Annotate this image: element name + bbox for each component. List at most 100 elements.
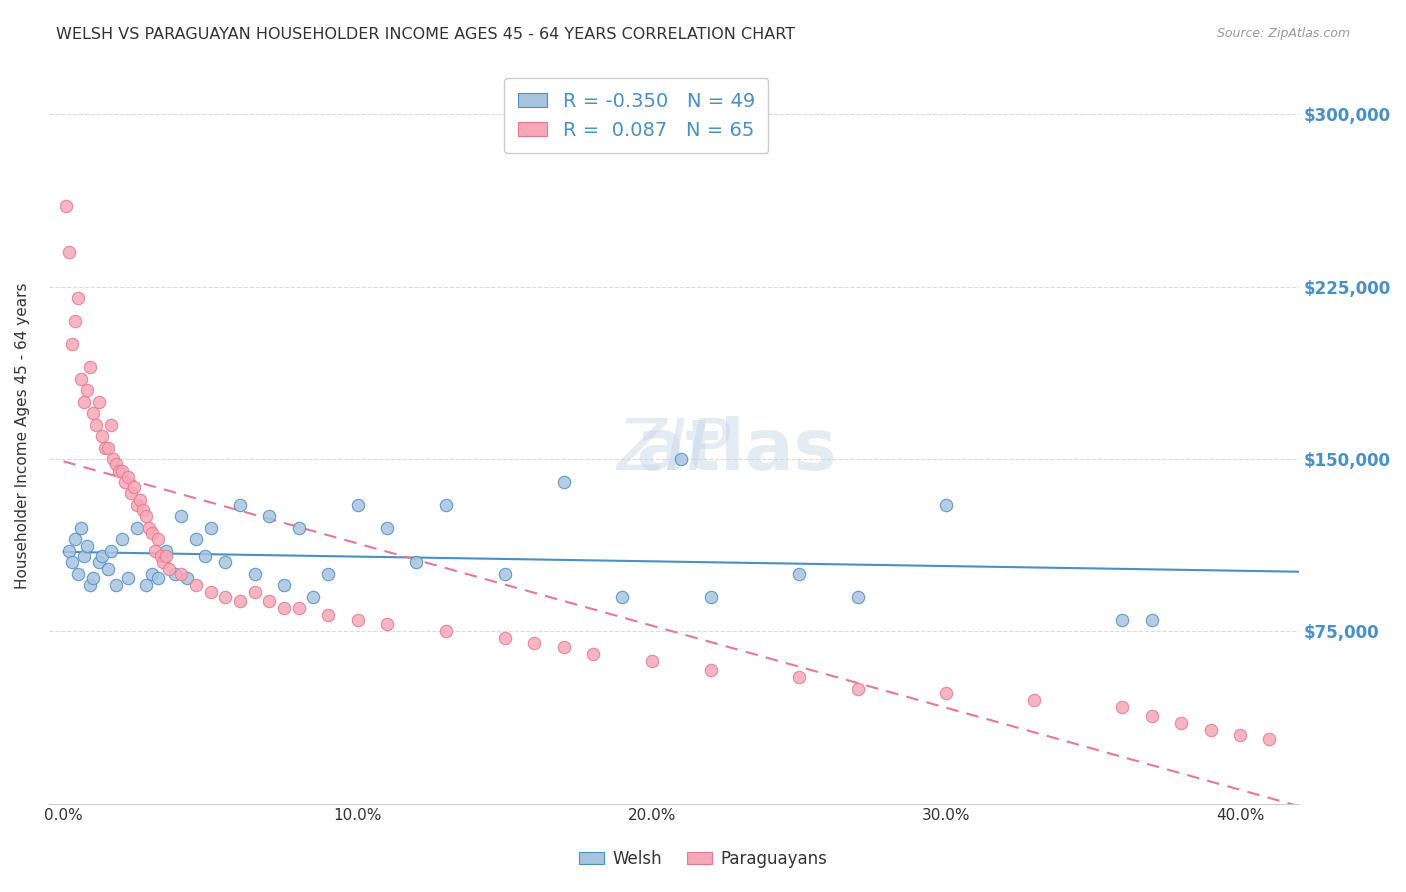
Point (105, 578, 128, 592)
Point (117, 470, 139, 484)
Point (1024, 693, 1046, 707)
Point (97, 441, 120, 455)
Point (846, 590, 869, 604)
Point (346, 613, 368, 627)
Text: Source: ZipAtlas.com: Source: ZipAtlas.com (1216, 27, 1350, 40)
Point (935, 498, 957, 512)
Point (176, 572, 198, 586)
Point (100, 417, 122, 432)
Legend: Welsh, Paraguayans: Welsh, Paraguayans (572, 844, 834, 875)
Point (273, 578, 295, 592)
Point (1199, 723, 1222, 738)
Point (787, 670, 810, 684)
Point (135, 509, 157, 524)
Point (1170, 716, 1192, 731)
Point (243, 566, 266, 581)
Point (316, 608, 339, 623)
Point (553, 640, 575, 655)
Point (523, 636, 546, 650)
Point (79, 578, 101, 592)
Point (90, 549, 112, 563)
Point (125, 498, 148, 512)
Point (582, 648, 605, 662)
Point (184, 578, 207, 592)
Point (143, 544, 166, 558)
Point (157, 562, 180, 576)
Point (170, 566, 193, 581)
Point (273, 601, 295, 615)
Point (302, 590, 325, 604)
Point (58, 245, 80, 260)
Point (346, 498, 368, 512)
Point (1229, 728, 1251, 742)
Point (316, 566, 339, 581)
Text: atlas: atlas (510, 417, 837, 485)
Point (97, 562, 120, 576)
Point (699, 664, 721, 678)
Point (170, 509, 193, 524)
Point (141, 566, 163, 581)
Point (87, 556, 110, 570)
Point (67, 291, 90, 305)
Point (194, 549, 217, 563)
Point (200, 521, 222, 535)
Point (155, 544, 177, 558)
Point (100, 544, 122, 558)
Point (229, 498, 252, 512)
Point (105, 457, 128, 471)
Point (129, 493, 152, 508)
Point (84, 417, 107, 432)
Point (787, 566, 810, 581)
Point (155, 549, 177, 563)
Point (60, 556, 83, 570)
Point (288, 521, 311, 535)
Point (58, 544, 80, 558)
Point (87, 394, 110, 409)
Point (103, 452, 125, 467)
Point (1140, 613, 1163, 627)
Point (73, 394, 96, 409)
Point (65, 533, 87, 547)
Point (1258, 732, 1281, 747)
Point (60, 337, 83, 351)
Point (165, 566, 187, 581)
Point (138, 521, 160, 535)
Point (669, 452, 692, 467)
Point (152, 556, 174, 570)
Point (70, 521, 93, 535)
Point (132, 502, 155, 516)
Point (288, 601, 311, 615)
Point (70, 371, 93, 385)
Point (135, 578, 157, 592)
Point (122, 480, 145, 494)
Point (55, 199, 77, 213)
Point (90, 429, 112, 443)
Point (229, 594, 252, 608)
Point (434, 624, 457, 639)
Point (141, 525, 163, 540)
Point (82, 406, 104, 420)
Point (108, 463, 131, 477)
Point (184, 533, 207, 547)
Point (612, 590, 634, 604)
Point (82, 572, 104, 586)
Point (214, 590, 236, 604)
Point (125, 521, 148, 535)
Point (243, 585, 266, 599)
Point (935, 686, 957, 700)
Point (214, 556, 236, 570)
Point (149, 549, 172, 563)
Point (73, 549, 96, 563)
Point (434, 498, 457, 512)
Point (76, 383, 98, 397)
Point (1111, 613, 1133, 627)
Point (699, 590, 721, 604)
Point (259, 594, 281, 608)
Point (641, 654, 664, 668)
Point (76, 539, 98, 553)
Point (1140, 709, 1163, 723)
Point (79, 360, 101, 375)
Point (494, 566, 516, 581)
Text: ZIP: ZIP (617, 417, 731, 485)
Point (259, 509, 281, 524)
